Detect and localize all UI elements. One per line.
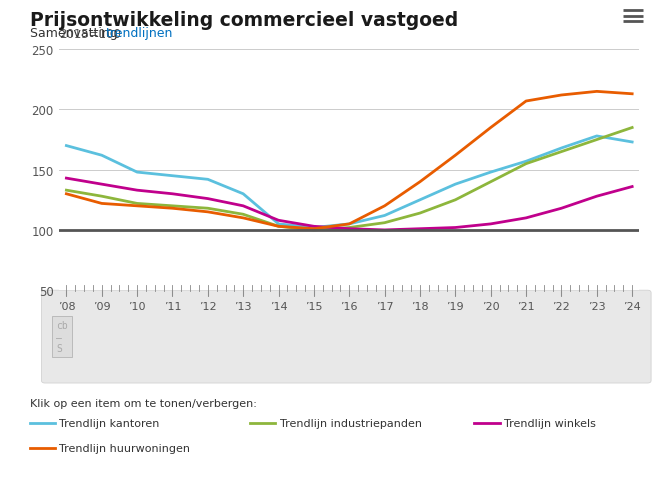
Text: 2015=100: 2015=100 [59,28,121,41]
Text: Trendlijn winkels: Trendlijn winkels [504,418,596,428]
Text: trendlijnen: trendlijnen [105,27,173,40]
Text: Trendlijn industriepanden: Trendlijn industriepanden [280,418,422,428]
Text: cb
—
S: cb — S [56,321,68,354]
Text: Trendlijn kantoren: Trendlijn kantoren [59,418,159,428]
Text: Samenvatting:: Samenvatting: [30,27,126,40]
Text: Klik op een item om te tonen/verbergen:: Klik op een item om te tonen/verbergen: [30,398,256,408]
Text: Prijsontwikkeling commercieel vastgoed: Prijsontwikkeling commercieel vastgoed [30,11,458,30]
Text: Trendlijn huurwoningen: Trendlijn huurwoningen [59,443,190,453]
